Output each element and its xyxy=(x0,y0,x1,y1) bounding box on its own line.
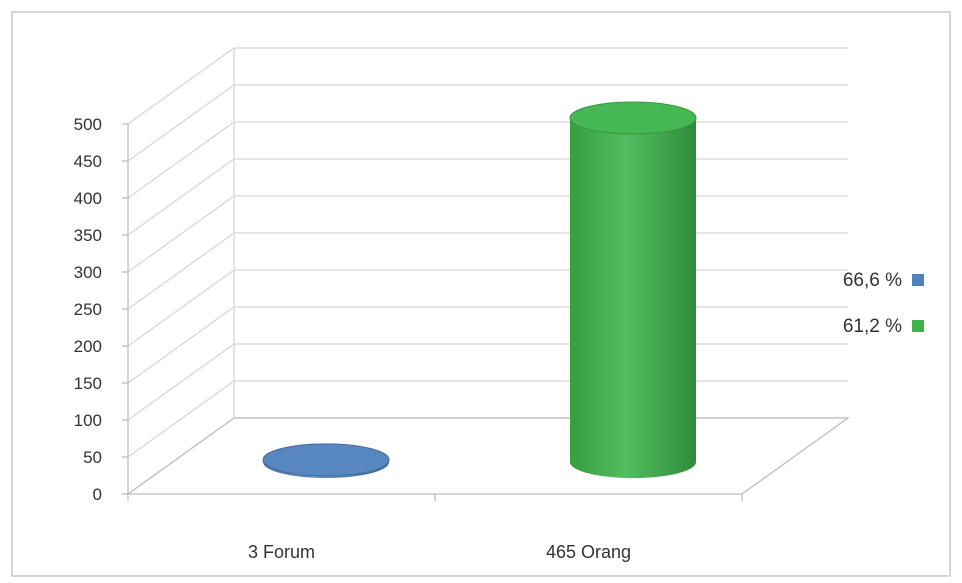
legend-swatch xyxy=(912,320,924,332)
y-tick-label: 150 xyxy=(74,374,102,393)
y-tick-label: 500 xyxy=(74,115,102,134)
y-tick-label: 100 xyxy=(74,411,102,430)
bar-top xyxy=(262,443,390,477)
y-tick-label: 0 xyxy=(93,485,102,504)
y-tick-labels: 0 50 100 150 200 250 300 350 400 450 500 xyxy=(74,115,102,504)
bar xyxy=(569,101,697,479)
y-tick-label: 250 xyxy=(74,300,102,319)
bars xyxy=(262,101,697,479)
legend-label: 66,6 % xyxy=(843,270,902,291)
bar-body xyxy=(570,117,697,479)
legend-label: 61,2 % xyxy=(843,316,902,337)
y-tick-label: 300 xyxy=(74,263,102,282)
bar-top xyxy=(569,101,697,135)
category-labels: 3 Forum 465 Orang xyxy=(248,542,631,562)
bar xyxy=(262,443,390,479)
y-tick-label: 200 xyxy=(74,337,102,356)
y-tick-label: 450 xyxy=(74,152,102,171)
floor xyxy=(125,417,851,495)
legend-item: 66,6 % xyxy=(843,270,924,291)
y-tick-label: 350 xyxy=(74,226,102,245)
chart-frame xyxy=(11,11,951,577)
x-tick-label: 465 Orang xyxy=(546,542,631,562)
x-tick-label: 3 Forum xyxy=(248,542,315,562)
axes xyxy=(122,48,851,501)
y-tick-label: 50 xyxy=(83,448,102,467)
legend-item: 61,2 % xyxy=(843,316,924,337)
legend-swatch xyxy=(912,274,924,286)
legend: 66,6 % 61,2 % xyxy=(843,270,924,337)
y-tick-label: 400 xyxy=(74,189,102,208)
